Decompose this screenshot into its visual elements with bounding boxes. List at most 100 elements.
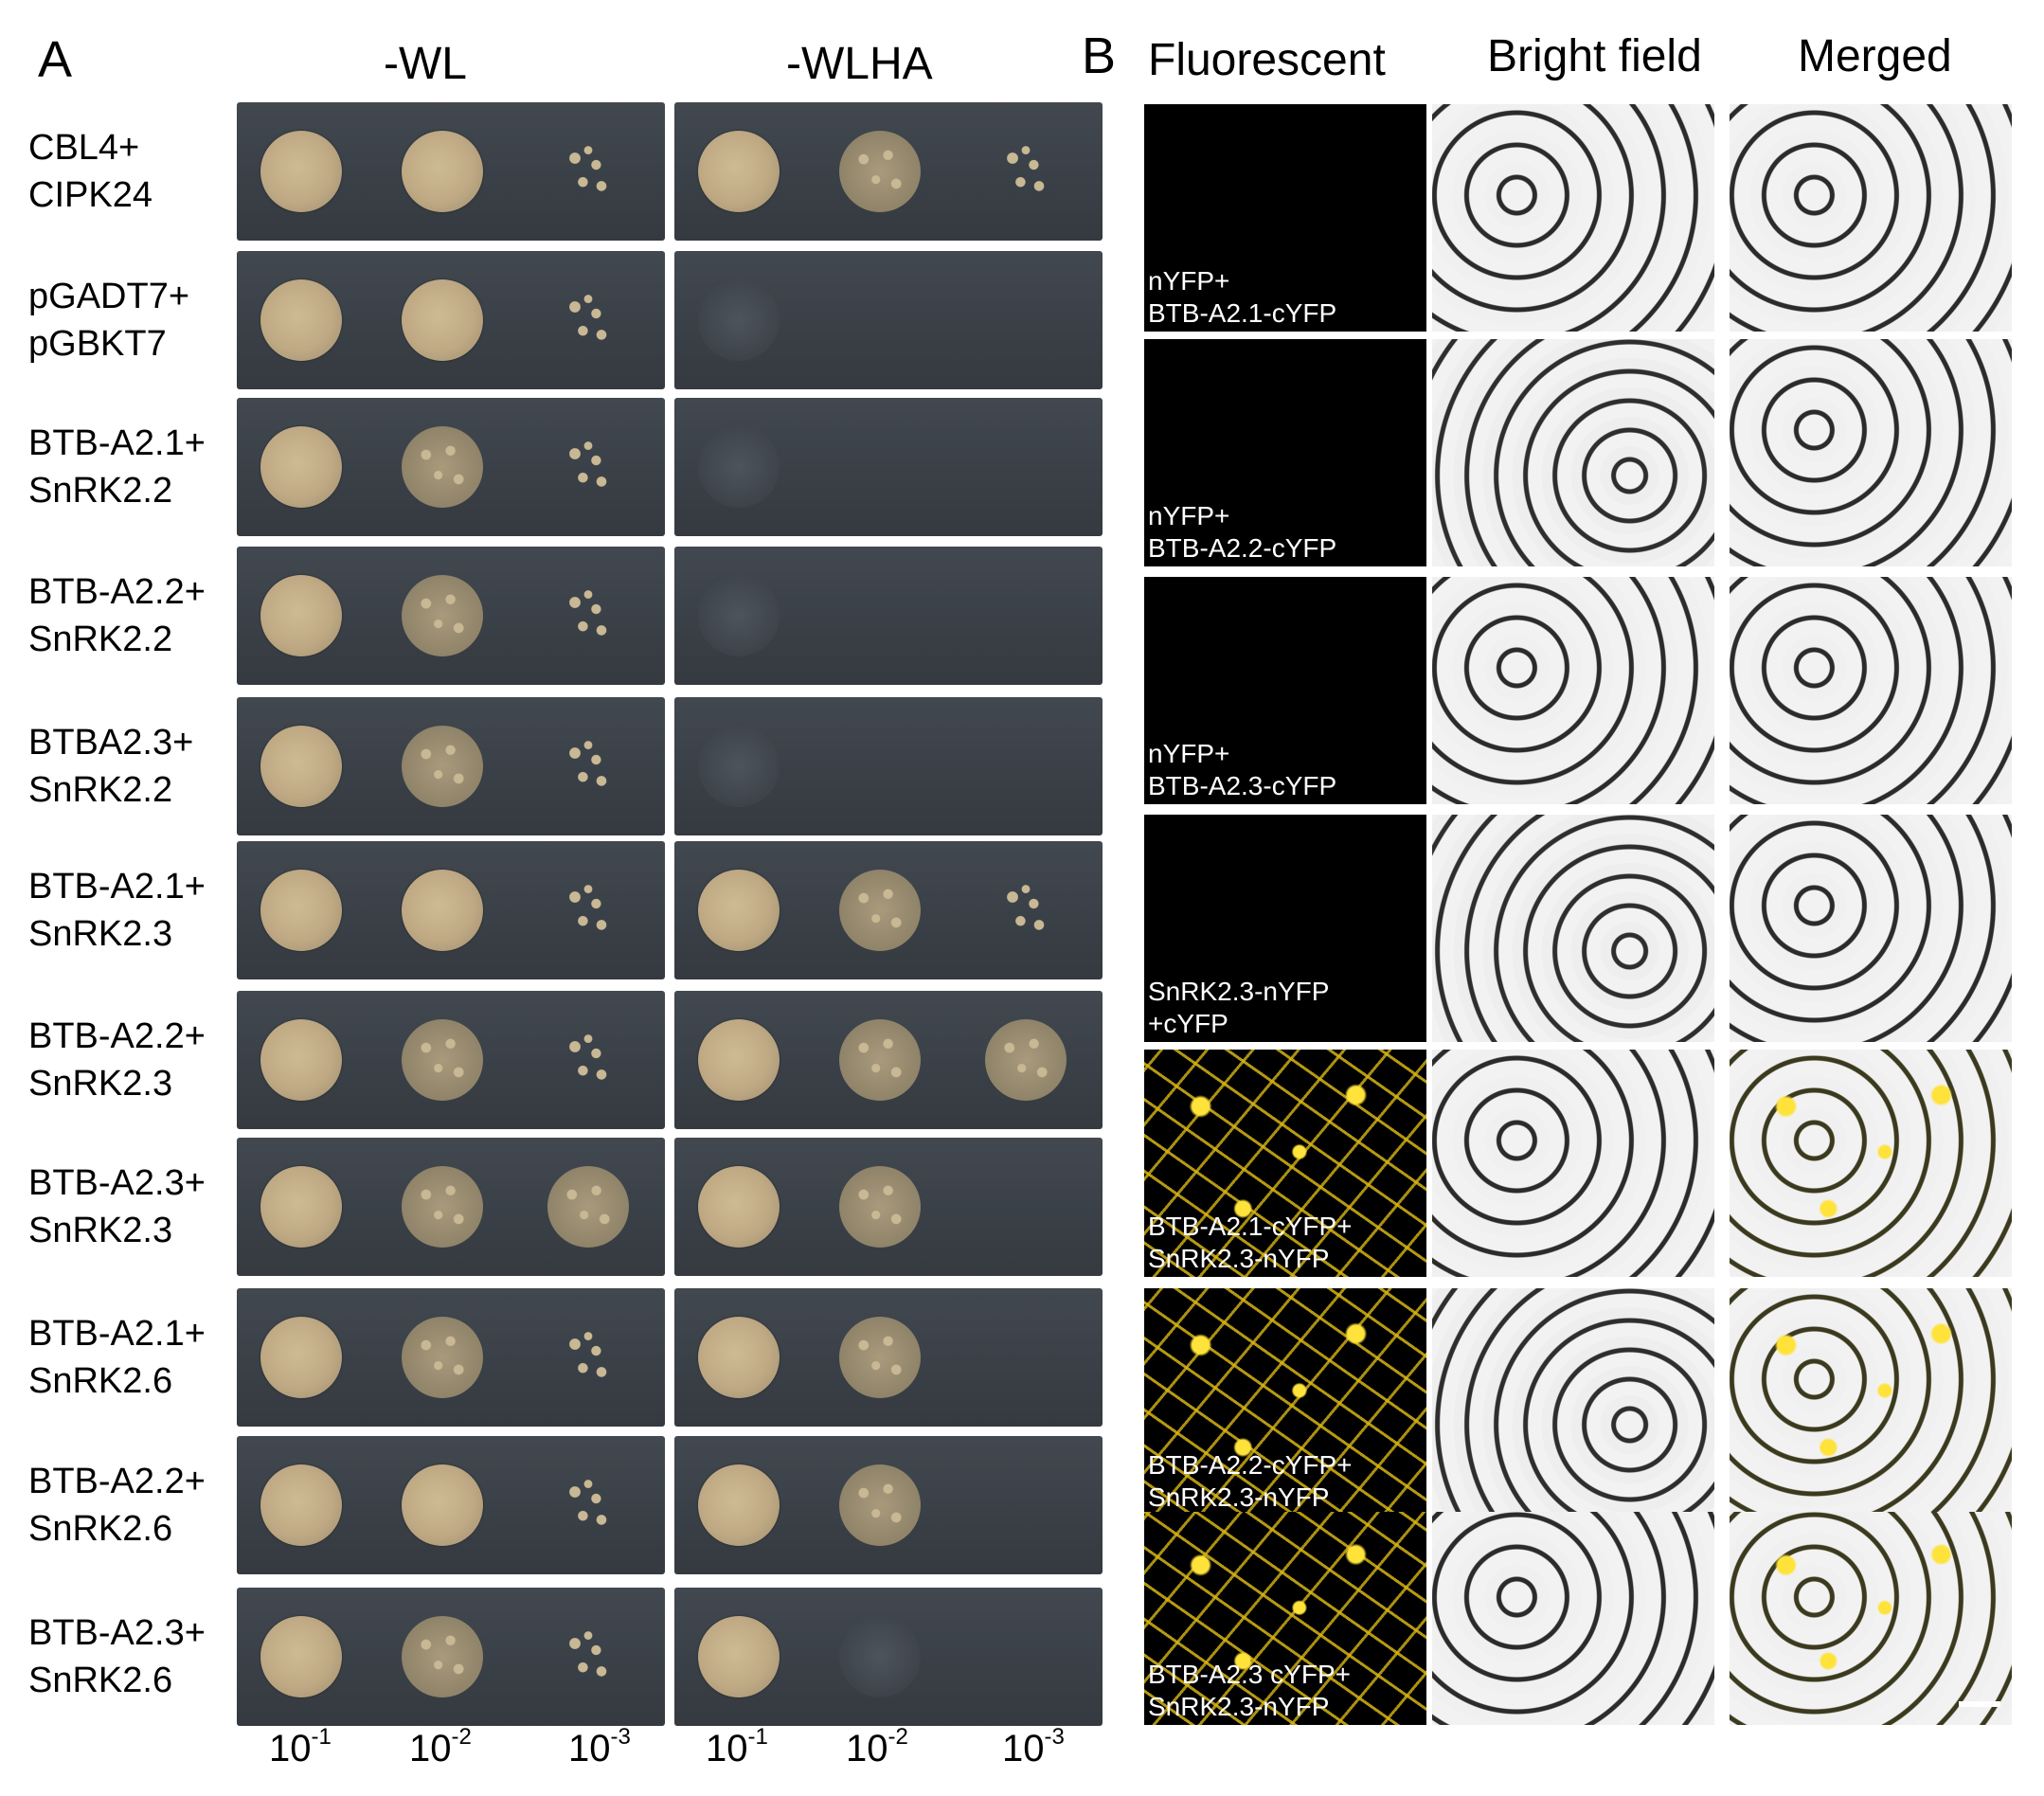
colony-spot-wl-dilution-1 [260, 726, 342, 807]
colony-spot-wl-dilution-1 [260, 1166, 342, 1248]
colony-spot-wlha-dilution-3 [992, 138, 1059, 205]
colony-spot-wl-dilution-3 [554, 1472, 621, 1538]
colony-spot-wl-dilution-2 [401, 575, 483, 656]
colony-spot-wl-dilution-1 [260, 426, 342, 508]
merged-image-row-4 [1730, 815, 2012, 1042]
row-label-2: pGADT7+ pGBKT7 [28, 273, 246, 368]
plate-wlha-row-9 [674, 1288, 1103, 1427]
colony-spot-wlha-dilution-2 [838, 1616, 921, 1697]
bright-field-image-row-1 [1432, 104, 1714, 332]
row-label-8: BTB-A2.3+ SnRK2.3 [28, 1159, 246, 1254]
construct-label: nYFP+ BTB-A2.1-cYFP [1148, 266, 1337, 328]
colony-spot-wl-dilution-2 [401, 1464, 483, 1546]
colony-spot-wl-dilution-3 [554, 434, 621, 500]
row-label-line2: SnRK2.6 [28, 1509, 173, 1549]
fluorescent-image-row-5: BTB-A2.1-cYFP+ SnRK2.3-nYFP [1144, 1050, 1426, 1277]
header-wlha: -WLHA [786, 39, 933, 89]
construct-label: nYFP+ BTB-A2.2-cYFP [1148, 501, 1337, 563]
row-label-11: BTB-A2.3+ SnRK2.6 [28, 1609, 246, 1704]
colony-spot-wlha-dilution-2 [838, 1019, 921, 1101]
plate-wl-row-11 [237, 1588, 665, 1726]
plate-wl-row-2 [237, 251, 665, 389]
plate-wl-row-7 [237, 991, 665, 1129]
bright-field-image-row-3 [1432, 577, 1714, 804]
dilution-label-5: 10-2 [846, 1724, 908, 1769]
fluorescent-image-row-3: nYFP+ BTB-A2.3-cYFP [1144, 577, 1426, 804]
fluorescent-image-row-1: nYFP+ BTB-A2.1-cYFP [1144, 104, 1426, 332]
bright-field-image-row-4 [1432, 815, 1714, 1042]
row-label-line1: BTBA2.3+ [28, 723, 194, 763]
row-label-line1: BTB-A2.1+ [28, 867, 206, 907]
plate-wl-row-4 [237, 547, 665, 685]
colony-spot-wlha-dilution-2 [838, 1317, 921, 1398]
plate-wlha-row-11 [674, 1588, 1103, 1726]
plate-wlha-row-1 [674, 102, 1103, 241]
plate-wlha-row-2 [674, 251, 1103, 389]
colony-spot-wlha-dilution-2 [838, 131, 921, 212]
colony-spot-wl-dilution-2 [401, 726, 483, 807]
colony-spot-wlha-dilution-1 [697, 1019, 780, 1101]
colony-spot-wl-dilution-1 [260, 1019, 342, 1101]
construct-label: BTB-A2.1-cYFP+ SnRK2.3-nYFP [1148, 1212, 1353, 1273]
dilution-label-4: 10-1 [706, 1724, 768, 1769]
colony-spot-wl-dilution-3 [554, 583, 621, 649]
colony-spot-wlha-dilution-3 [984, 1019, 1067, 1101]
colony-spot-wl-dilution-1 [260, 870, 342, 951]
header-bright-field: Bright field [1487, 31, 1702, 81]
colony-spot-wl-dilution-3 [554, 1624, 621, 1690]
row-label-line1: BTB-A2.2+ [28, 1462, 206, 1501]
plate-wl-row-9 [237, 1288, 665, 1427]
merged-image-row-5 [1730, 1050, 2012, 1277]
bright-field-image-row-7 [1432, 1512, 1714, 1725]
colony-spot-wl-dilution-3 [554, 733, 621, 799]
row-label-line1: pGADT7+ [28, 277, 190, 316]
plate-wlha-row-8 [674, 1138, 1103, 1276]
row-label-line2: SnRK2.2 [28, 770, 173, 810]
colony-spot-wl-dilution-2 [401, 870, 483, 951]
fluorescent-image-row-4: SnRK2.3-nYFP +cYFP [1144, 815, 1426, 1042]
colony-spot-wlha-dilution-3 [992, 877, 1059, 943]
colony-spot-wlha-dilution-1 [697, 870, 780, 951]
colony-spot-wl-dilution-1 [260, 131, 342, 212]
colony-spot-wl-dilution-3 [554, 138, 621, 205]
plate-wlha-row-10 [674, 1436, 1103, 1574]
row-label-9: BTB-A2.1+ SnRK2.6 [28, 1310, 246, 1405]
plate-wl-row-6 [237, 841, 665, 979]
row-label-10: BTB-A2.2+ SnRK2.6 [28, 1458, 246, 1553]
panel-b-letter: B [1082, 27, 1117, 84]
merged-image-row-1 [1730, 104, 2012, 332]
colony-spot-wl-dilution-3 [554, 287, 621, 353]
colony-spot-wl-dilution-1 [260, 279, 342, 361]
colony-spot-wlha-dilution-2 [838, 870, 921, 951]
colony-spot-wl-dilution-1 [260, 1464, 342, 1546]
merged-image-row-6 [1730, 1288, 2012, 1516]
row-label-line2: SnRK2.3 [28, 1064, 173, 1104]
panel-a-letter: A [38, 31, 73, 88]
dilution-label-3: 10-3 [568, 1724, 631, 1769]
row-label-1: CBL4+ CIPK24 [28, 124, 246, 219]
row-label-line2: SnRK2.3 [28, 1211, 173, 1250]
bright-field-image-row-5 [1432, 1050, 1714, 1277]
colony-spot-wl-dilution-2 [401, 426, 483, 508]
colony-spot-wl-dilution-1 [260, 575, 342, 656]
colony-spot-wlha-dilution-1 [697, 131, 780, 212]
row-label-line1: BTB-A2.3+ [28, 1613, 206, 1653]
row-label-line2: SnRK2.3 [28, 914, 173, 954]
plate-wl-row-8 [237, 1138, 665, 1276]
row-label-5: BTBA2.3+ SnRK2.2 [28, 719, 246, 814]
colony-spot-wl-dilution-1 [260, 1616, 342, 1697]
plate-wlha-row-3 [674, 398, 1103, 536]
colony-spot-wlha-dilution-2 [838, 1166, 921, 1248]
row-label-3: BTB-A2.1+ SnRK2.2 [28, 420, 246, 514]
construct-label: SnRK2.3-nYFP +cYFP [1148, 977, 1330, 1038]
colony-spot-wl-dilution-3 [547, 1166, 629, 1248]
plate-wlha-row-4 [674, 547, 1103, 685]
merged-image-row-3 [1730, 577, 2012, 804]
plate-wlha-row-5 [674, 697, 1103, 835]
row-label-line1: CBL4+ [28, 128, 140, 168]
plate-wl-row-1 [237, 102, 665, 241]
merged-image-row-2 [1730, 339, 2012, 566]
header-merged: Merged [1798, 31, 1952, 81]
row-label-line1: BTB-A2.1+ [28, 423, 206, 463]
dilution-label-6: 10-3 [1002, 1724, 1065, 1769]
